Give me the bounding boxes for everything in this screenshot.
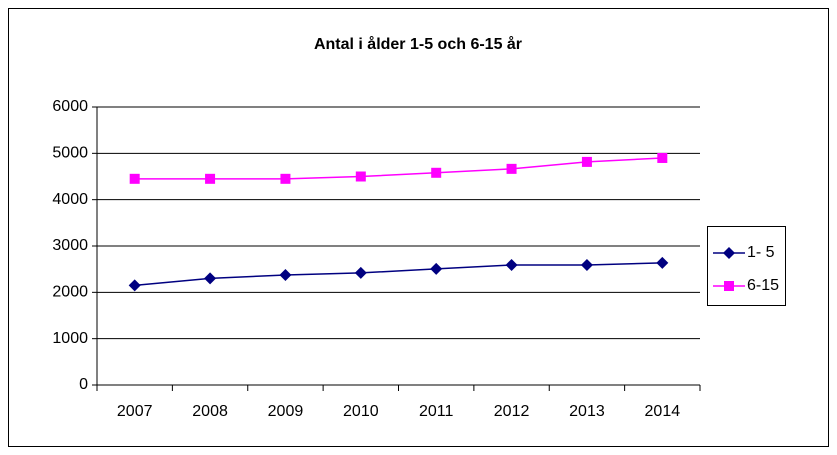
- marker: [581, 156, 592, 167]
- legend-label: 6-15: [747, 277, 779, 294]
- y-tick-label: 0: [79, 376, 88, 393]
- marker: [354, 266, 367, 279]
- chart-frame: [8, 8, 829, 447]
- x-tick-label: 2012: [494, 403, 530, 420]
- series-line: [134, 157, 663, 180]
- y-tick-label: 6000: [52, 98, 88, 115]
- x-tick-label: 2010: [343, 403, 379, 420]
- legend-box: [707, 226, 786, 306]
- marker: [128, 279, 141, 292]
- marker: [279, 268, 292, 281]
- marker: [656, 256, 669, 269]
- x-tick-label: 2013: [569, 403, 605, 420]
- legend-label: 1- 5: [747, 244, 775, 261]
- y-tick-label: 5000: [52, 145, 88, 162]
- y-tick-label: 2000: [52, 284, 88, 301]
- x-tick-label: 2014: [645, 403, 681, 420]
- x-tick-label: 2007: [117, 403, 153, 420]
- legend-marker: [724, 281, 734, 291]
- x-tick-label: 2011: [419, 403, 454, 420]
- marker: [431, 167, 442, 178]
- marker: [129, 173, 140, 184]
- marker: [204, 272, 217, 285]
- legend-marker: [723, 247, 735, 259]
- y-tick-label: 3000: [52, 237, 88, 254]
- marker: [506, 163, 517, 174]
- marker: [505, 258, 518, 271]
- x-tick-label: 2009: [268, 403, 304, 420]
- marker: [280, 173, 291, 184]
- marker: [355, 171, 366, 182]
- marker: [657, 152, 668, 163]
- marker: [580, 258, 593, 271]
- marker: [430, 262, 443, 275]
- series-line: [134, 262, 663, 287]
- marker: [205, 173, 216, 184]
- x-tick-label: 2008: [192, 403, 228, 420]
- y-tick-label: 1000: [52, 330, 88, 347]
- chart-title: Antal i ålder 1-5 och 6-15 år: [314, 35, 522, 53]
- y-tick-label: 4000: [52, 191, 88, 208]
